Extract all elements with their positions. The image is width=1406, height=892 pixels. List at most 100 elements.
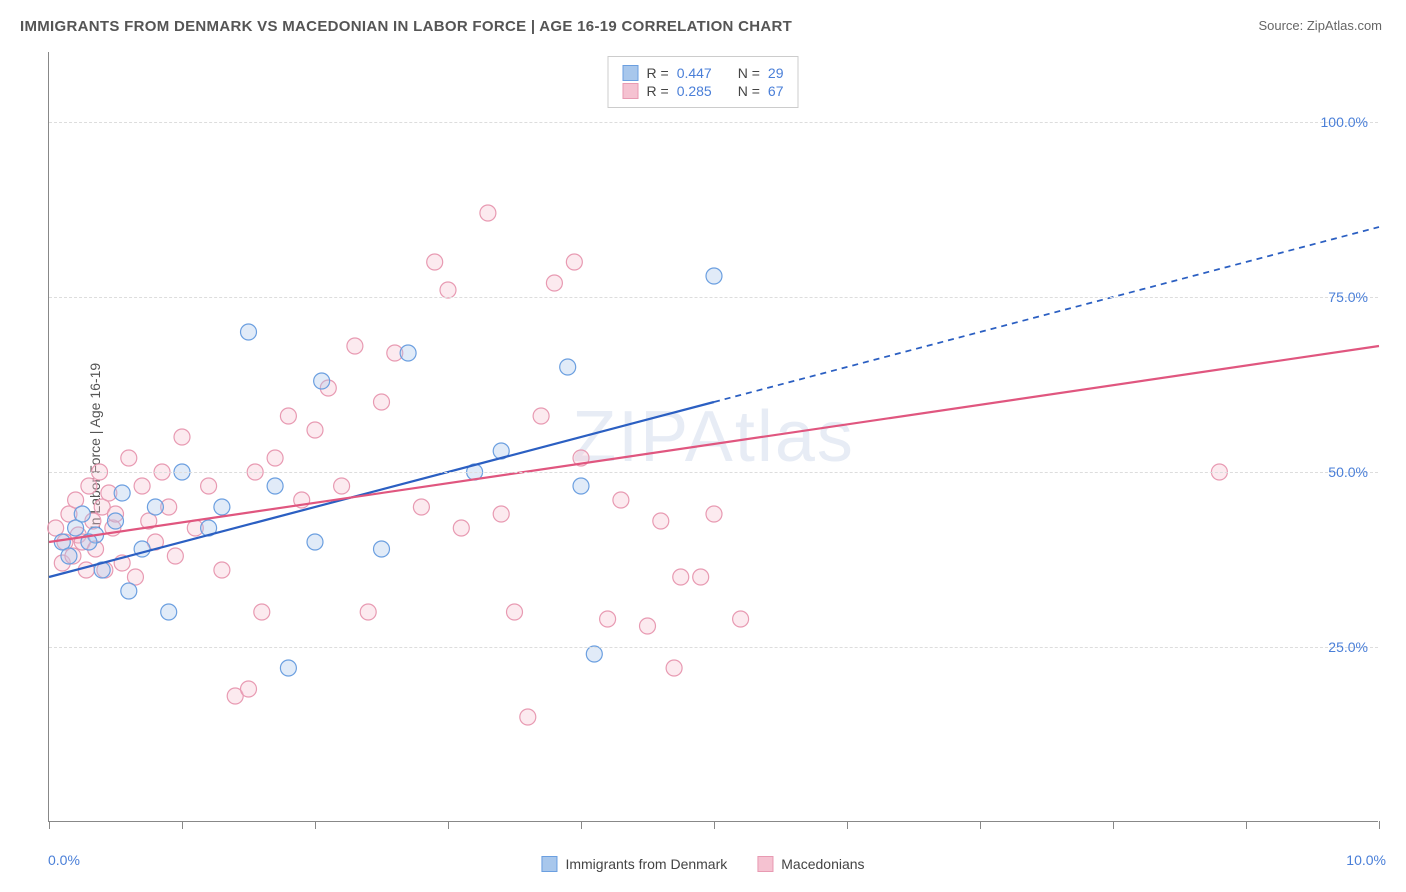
n-value: 29: [768, 65, 784, 81]
data-point: [413, 499, 429, 515]
data-point: [706, 506, 722, 522]
data-point: [347, 338, 363, 354]
chart-container: IMMIGRANTS FROM DENMARK VS MACEDONIAN IN…: [0, 0, 1406, 892]
x-tick: [1246, 821, 1247, 829]
legend-series-item: Macedonians: [757, 856, 864, 872]
data-point: [520, 709, 536, 725]
data-point: [307, 422, 323, 438]
data-point: [573, 478, 589, 494]
legend-series-item: Immigrants from Denmark: [541, 856, 727, 872]
data-point: [360, 604, 376, 620]
x-tick: [182, 821, 183, 829]
data-point: [121, 583, 137, 599]
data-point: [440, 282, 456, 298]
data-point: [241, 324, 257, 340]
data-point: [453, 520, 469, 536]
data-point: [61, 548, 77, 564]
legend-swatch: [541, 856, 557, 872]
x-tick-label: 0.0%: [48, 852, 80, 868]
data-point: [214, 499, 230, 515]
legend-correlation-row: R = 0.447 N = 29: [623, 65, 784, 81]
r-label: R =: [647, 65, 669, 81]
data-point: [640, 618, 656, 634]
data-point: [586, 646, 602, 662]
x-tick: [49, 821, 50, 829]
x-tick: [581, 821, 582, 829]
data-point: [600, 611, 616, 627]
legend-correlation-row: R = 0.285 N = 67: [623, 83, 784, 99]
data-point: [161, 604, 177, 620]
data-point: [147, 499, 163, 515]
legend-swatch: [757, 856, 773, 872]
y-tick-label: 75.0%: [1328, 289, 1368, 305]
data-point: [560, 359, 576, 375]
data-point: [334, 478, 350, 494]
x-tick: [980, 821, 981, 829]
data-point: [673, 569, 689, 585]
y-tick-label: 100.0%: [1321, 114, 1368, 130]
y-tick-label: 25.0%: [1328, 639, 1368, 655]
data-point: [613, 492, 629, 508]
data-point: [480, 205, 496, 221]
data-point: [114, 485, 130, 501]
gridline: [49, 472, 1378, 473]
data-point: [121, 450, 137, 466]
x-tick: [714, 821, 715, 829]
data-point: [693, 569, 709, 585]
data-point: [108, 513, 124, 529]
data-point: [134, 478, 150, 494]
x-tick: [1379, 821, 1380, 829]
n-value: 67: [768, 83, 784, 99]
trend-line-dashed: [714, 227, 1379, 402]
data-point: [374, 394, 390, 410]
legend-series-label: Immigrants from Denmark: [565, 856, 727, 872]
data-point: [733, 611, 749, 627]
data-point: [706, 268, 722, 284]
data-point: [666, 660, 682, 676]
data-point: [267, 478, 283, 494]
data-point: [78, 562, 94, 578]
r-value: 0.285: [677, 83, 712, 99]
n-label: N =: [738, 83, 760, 99]
legend-series: Immigrants from Denmark Macedonians: [541, 856, 864, 872]
data-point: [314, 373, 330, 389]
data-point: [533, 408, 549, 424]
x-tick-label: 10.0%: [1346, 852, 1386, 868]
data-point: [427, 254, 443, 270]
gridline: [49, 122, 1378, 123]
data-point: [307, 534, 323, 550]
r-label: R =: [647, 83, 669, 99]
chart-title: IMMIGRANTS FROM DENMARK VS MACEDONIAN IN…: [20, 18, 792, 35]
data-point: [267, 450, 283, 466]
data-point: [280, 408, 296, 424]
data-point: [280, 660, 296, 676]
gridline: [49, 647, 1378, 648]
data-point: [214, 562, 230, 578]
n-label: N =: [738, 65, 760, 81]
data-point: [653, 513, 669, 529]
data-point: [241, 681, 257, 697]
data-point: [167, 548, 183, 564]
legend-swatch: [623, 83, 639, 99]
data-point: [507, 604, 523, 620]
data-point: [374, 541, 390, 557]
y-tick-label: 50.0%: [1328, 464, 1368, 480]
legend-swatch: [623, 65, 639, 81]
data-point: [74, 506, 90, 522]
x-tick: [1113, 821, 1114, 829]
legend-series-label: Macedonians: [781, 856, 864, 872]
data-point: [81, 478, 97, 494]
data-point: [174, 429, 190, 445]
r-value: 0.447: [677, 65, 712, 81]
legend-correlation: R = 0.447 N = 29 R = 0.285 N = 67: [608, 56, 799, 108]
x-tick: [315, 821, 316, 829]
gridline: [49, 297, 1378, 298]
source-label: Source: ZipAtlas.com: [1258, 18, 1382, 33]
x-tick: [448, 821, 449, 829]
data-point: [201, 478, 217, 494]
x-tick: [847, 821, 848, 829]
plot-area: ZIPAtlas 25.0%50.0%75.0%100.0%: [48, 52, 1378, 822]
data-point: [254, 604, 270, 620]
data-point: [566, 254, 582, 270]
data-point: [400, 345, 416, 361]
